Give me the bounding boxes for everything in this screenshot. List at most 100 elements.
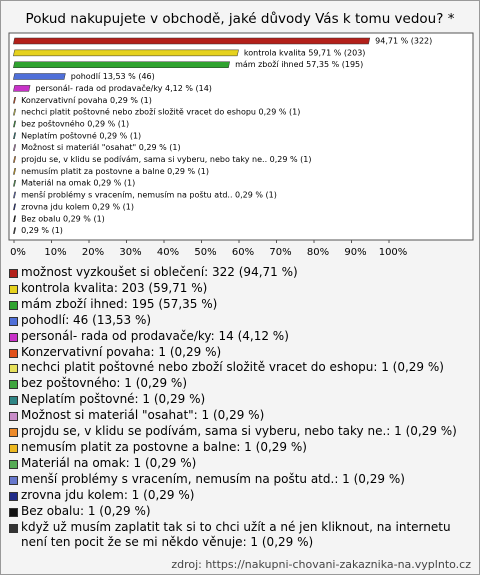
- bar: [13, 37, 371, 45]
- x-tick-label: 20%: [82, 247, 104, 258]
- legend-label: zrovna jdu kolem: 1 (0,29 %): [21, 487, 195, 502]
- legend-label: personál- rada od prodavače/ky: 14 (4,12…: [21, 328, 289, 343]
- value-label: nemusím platit za postovne a balne 0,29 …: [21, 167, 209, 176]
- legend-label: bez poštovného: 1 (0,29 %): [21, 376, 188, 391]
- legend-label: menší problémy s vracením, nemusím na po…: [21, 471, 405, 486]
- legend-swatch: [9, 300, 18, 310]
- legend-label: když už musím zaplatit tak si to chci už…: [21, 519, 451, 550]
- chart-title: Pokud nakupujete v obchodě, jaké důvody …: [26, 11, 455, 27]
- value-label: zrovna jdu kolem 0,29 % (1): [21, 202, 134, 211]
- legend-item: menší problémy s vracením, nemusím na po…: [9, 472, 471, 488]
- value-label: 0,29 % (1): [21, 226, 63, 235]
- bar: [13, 191, 17, 199]
- bar: [13, 61, 231, 68]
- legend-label: mám zboží ihned: 195 (57,35 %): [21, 296, 218, 311]
- x-tick-label: 60%: [232, 247, 254, 258]
- legend-item: Možnost si materiál "osahat": 1 (0,29 %): [9, 408, 471, 424]
- legend-label: Neplatím poštovné: 1 (0,29 %): [21, 392, 206, 407]
- bar: [13, 168, 17, 175]
- source: zdroj: https://nakupni-chovani-zakaznika…: [171, 558, 471, 571]
- value-label: projdu se, v klidu se podívám, sama si v…: [21, 155, 311, 164]
- legend-swatch: [9, 316, 18, 326]
- chart: Pokud nakupujete v obchodě, jaké důvody …: [8, 11, 474, 258]
- bar: [13, 97, 17, 104]
- legend-label: pohodlí: 46 (13,53 %): [21, 312, 152, 327]
- value-label: menší problémy s vracením, nemusím na po…: [21, 190, 277, 200]
- bar: [13, 179, 17, 187]
- legend: možnost vyzkoušet si oblečení: 322 (94,7…: [9, 265, 471, 551]
- legend-label: nechci platit poštovné nebo zboží složit…: [21, 360, 444, 375]
- legend-label: Bez obalu: 1 (0,29 %): [21, 503, 151, 518]
- value-label: kontrola kvalita 59,71 % (203): [244, 48, 366, 57]
- legend-label: kontrola kvalita: 203 (59,71 %): [21, 280, 208, 295]
- legend-item: možnost vyzkoušet si oblečení: 322 (94,7…: [9, 265, 471, 281]
- value-label: pohodlí 13,53 % (46): [71, 72, 155, 81]
- value-label: personál- rada od prodavače/ky 4,12 % (1…: [35, 83, 211, 93]
- value-label: Materiál na omak 0,29 % (1): [21, 179, 135, 188]
- legend-item: Bez obalu: 1 (0,29 %): [9, 504, 471, 520]
- legend-item: mám zboží ihned: 195 (57,35 %): [9, 297, 471, 313]
- legend-swatch: [9, 491, 18, 501]
- legend-swatch: [9, 284, 18, 294]
- bar: [13, 49, 239, 57]
- legend-item: projdu se, v klidu se podívám, sama si v…: [9, 424, 471, 440]
- legend-swatch: [9, 269, 18, 278]
- value-label: 94,71 % (322): [375, 37, 432, 46]
- legend-swatch: [9, 364, 18, 374]
- legend-label: Možnost si materiál "osahat": 1 (0,29 %): [21, 408, 265, 423]
- x-tick-label: 70%: [269, 247, 291, 258]
- bar: [13, 85, 31, 92]
- x-tick-label: 10%: [44, 247, 66, 258]
- bar: [13, 144, 17, 151]
- x-tick-label: 40%: [157, 247, 179, 258]
- legend-item: bez poštovného: 1 (0,29 %): [9, 376, 471, 392]
- legend-item: Konzervativní povaha: 1 (0,29 %): [9, 345, 471, 361]
- value-label: Konzervativní povaha 0,29 % (1): [21, 96, 152, 105]
- value-label: Možnost si materiál "osahat" 0,29 % (1): [21, 143, 180, 152]
- legend-swatch: [9, 332, 18, 342]
- bar: [13, 73, 66, 80]
- x-tick-label: 100%: [379, 247, 408, 258]
- legend-swatch: [9, 412, 18, 422]
- legend-item: kontrola kvalita: 203 (59,71 %): [9, 281, 471, 297]
- legend-item: nemusím platit za postovne a balne: 1 (0…: [9, 440, 471, 456]
- x-tick-label: 90%: [344, 247, 366, 258]
- bar: [13, 108, 17, 116]
- bar: [13, 203, 17, 211]
- value-label: nechci platit poštovné nebo zboží složit…: [21, 107, 300, 117]
- legend-swatch: [9, 396, 18, 406]
- legend-label: Konzervativní povaha: 1 (0,29 %): [21, 344, 222, 359]
- legend-swatch: [9, 380, 18, 390]
- x-tick-label: 0%: [10, 247, 26, 258]
- legend-swatch: [9, 443, 18, 453]
- x-tick-label: 50%: [194, 247, 216, 258]
- legend-item: nechci platit poštovné nebo zboží složit…: [9, 360, 471, 376]
- x-tick-label: 30%: [119, 247, 141, 258]
- x-tick-label: 80%: [307, 247, 329, 258]
- legend-label: možnost vyzkoušet si oblečení: 322 (94,7…: [21, 265, 298, 279]
- legend-swatch: [9, 428, 18, 438]
- value-label: Neplatím poštovné 0,29 % (1): [21, 130, 141, 140]
- legend-swatch: [9, 475, 18, 485]
- legend-swatch: [9, 507, 18, 517]
- legend-swatch: [9, 523, 18, 533]
- bar: [13, 156, 17, 163]
- legend-label: projdu se, v klidu se podívám, sama si v…: [21, 424, 457, 439]
- legend-item: personál- rada od prodavače/ky: 14 (4,12…: [9, 329, 471, 345]
- value-label: bez poštovného 0,29 % (1): [21, 118, 129, 128]
- legend-swatch: [9, 348, 18, 358]
- value-label: Bez obalu 0,29 % (1): [21, 214, 105, 223]
- legend-item: Neplatím poštovné: 1 (0,29 %): [9, 392, 471, 408]
- bar: [13, 120, 17, 128]
- bar: [13, 227, 17, 234]
- legend-swatch: [9, 459, 18, 469]
- legend-item: zrovna jdu kolem: 1 (0,29 %): [9, 488, 471, 504]
- legend-label: nemusím platit za postovne a balne: 1 (0…: [21, 439, 307, 454]
- legend-item: pohodlí: 46 (13,53 %): [9, 313, 471, 329]
- value-label: mám zboží ihned 57,35 % (195): [235, 60, 363, 69]
- bar: [13, 215, 17, 222]
- legend-label: Materiál na omak: 1 (0,29 %): [21, 455, 197, 470]
- bar: [13, 132, 17, 140]
- legend-item: když už musím zaplatit tak si to chci už…: [9, 520, 471, 552]
